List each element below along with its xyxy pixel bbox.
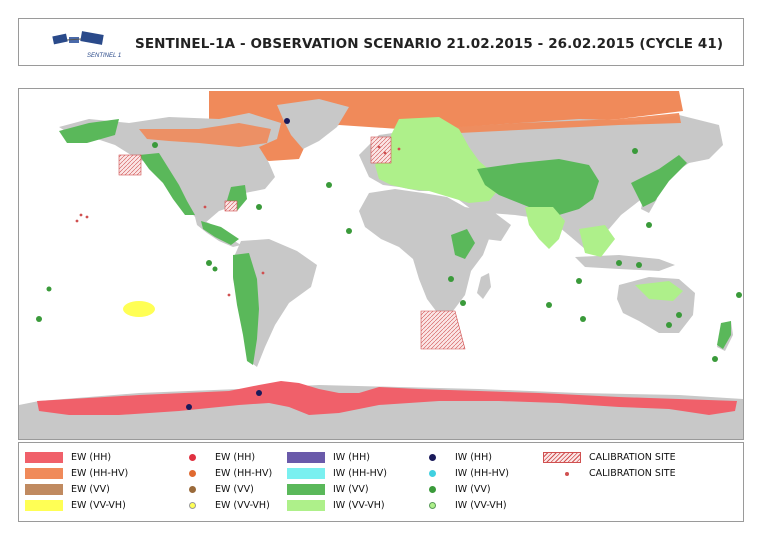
legend-dot	[429, 486, 436, 493]
greenland-landmass	[277, 99, 349, 149]
africa-landmass	[359, 189, 489, 315]
india-iw-vvvh-coverage	[525, 207, 565, 249]
legend-dot	[189, 486, 196, 493]
greenland-iw-vv-coverage	[59, 119, 119, 143]
legend-dot	[189, 470, 196, 477]
sa-west-iw-vv-coverage	[233, 253, 259, 365]
legend-swatch	[287, 452, 325, 463]
russia-ew-hhhv-coverage	[419, 113, 681, 135]
calibration-point-markers	[75, 145, 401, 297]
calibration-site-europe	[370, 136, 392, 164]
legend-swatch	[25, 484, 63, 495]
east-africa-iw-vv-coverage	[451, 229, 475, 259]
iw-vv-dots	[36, 142, 742, 362]
japan-iw-vv-coverage	[631, 155, 687, 207]
central-america-iw-vv-coverage	[201, 221, 239, 245]
madagascar-landmass	[477, 273, 491, 299]
canada-ew-hhhv-coverage	[139, 123, 271, 147]
legend-swatch	[287, 500, 325, 511]
iw-hh-dot	[284, 118, 290, 124]
legend-swatch	[25, 500, 63, 511]
legend-swatch	[25, 468, 63, 479]
legend-swatch	[287, 468, 325, 479]
legend-star-icon	[565, 472, 569, 476]
world-map-canvas	[19, 91, 743, 439]
se-asia-iw-vvvh-coverage	[579, 225, 615, 257]
header-panel: SENTINEL 1 SENTINEL-1A - OBSERVATION SCE…	[18, 18, 744, 66]
legend-dot	[429, 470, 436, 477]
calibration-site-south-atlantic	[420, 310, 466, 350]
sentinel-satellite-logo: SENTINEL 1	[52, 31, 121, 59]
antarctica-ew-hh-coverage	[37, 381, 737, 415]
map-legend: EW (HH) EW (HH-HV) EW (VV) EW (VV-VH) EW…	[18, 442, 744, 522]
asia-iw-vv-coverage	[477, 159, 599, 215]
australia-iw-vvvh-coverage	[635, 281, 683, 301]
legend-dot	[429, 454, 436, 461]
na-west-iw-vv-coverage	[139, 153, 195, 215]
legend-swatch	[287, 484, 325, 495]
calibration-site-na	[118, 154, 142, 176]
legend-dot	[189, 502, 196, 509]
indonesia-landmass	[575, 255, 675, 271]
iw-hh-dot	[186, 404, 192, 410]
pacific-ew-vvvh-coverage	[123, 301, 155, 317]
calibration-site-caribbean	[224, 200, 238, 212]
europe-iw-vvvh-coverage	[375, 117, 499, 203]
svg-text:SENTINEL 1: SENTINEL 1	[87, 53, 121, 59]
legend-swatch	[25, 452, 63, 463]
page-title: SENTINEL-1A - OBSERVATION SCENARIO 21.02…	[135, 36, 724, 52]
iw-hh-dot	[256, 390, 262, 396]
legend-dot	[189, 454, 196, 461]
world-map	[18, 88, 744, 440]
legend-swatch	[543, 452, 581, 463]
new-zealand-iw-vv-coverage	[717, 321, 731, 349]
arabia-landmass	[465, 207, 511, 241]
legend-dot	[429, 502, 436, 509]
